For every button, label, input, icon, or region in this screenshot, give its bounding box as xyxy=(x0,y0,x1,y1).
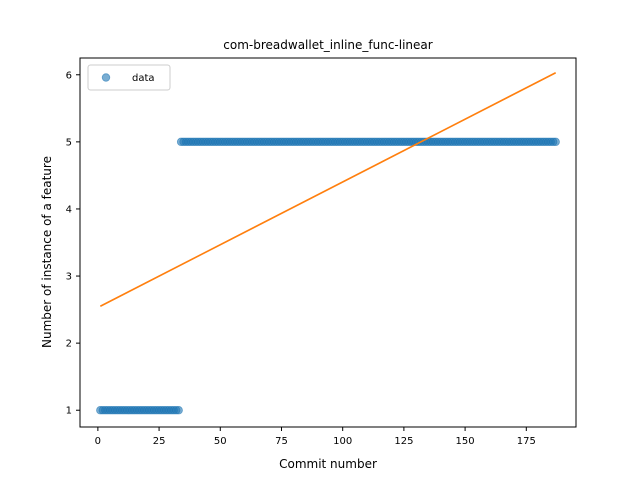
x-tick-label: 125 xyxy=(394,436,413,447)
y-tick-label: 4 xyxy=(66,204,72,215)
series-data xyxy=(96,137,560,415)
y-axis-label: Number of instance of a feature xyxy=(40,156,54,348)
legend-box xyxy=(87,64,171,91)
x-tick-label: 50 xyxy=(214,436,227,447)
x-tick-label: 150 xyxy=(456,436,475,447)
y-tick-label: 6 xyxy=(66,70,72,81)
y-tick-label: 5 xyxy=(66,137,72,148)
y-tick-label: 3 xyxy=(66,272,72,283)
x-tick-label: 0 xyxy=(95,436,101,447)
plot-area xyxy=(96,72,560,415)
fit-line xyxy=(99,72,557,307)
x-tick-label: 175 xyxy=(517,436,536,447)
data-point xyxy=(174,406,183,415)
legend: data xyxy=(87,64,171,91)
x-axis-label: Commit number xyxy=(279,457,377,471)
axes: 0 25 50 75 100 125 150 175 1 2 3 4 5 6 xyxy=(66,57,577,447)
legend-label: data xyxy=(132,73,155,84)
y-tick-label: 1 xyxy=(66,406,72,417)
y-tick-label: 2 xyxy=(66,339,72,350)
axes-frame xyxy=(79,57,577,428)
x-tick-label: 75 xyxy=(275,436,288,447)
data-point xyxy=(551,137,560,147)
x-tick-label: 100 xyxy=(333,436,352,447)
legend-marker xyxy=(101,73,111,82)
chart-title: com-breadwallet_inline_func-linear xyxy=(223,38,432,52)
x-tick-label: 25 xyxy=(153,436,166,447)
